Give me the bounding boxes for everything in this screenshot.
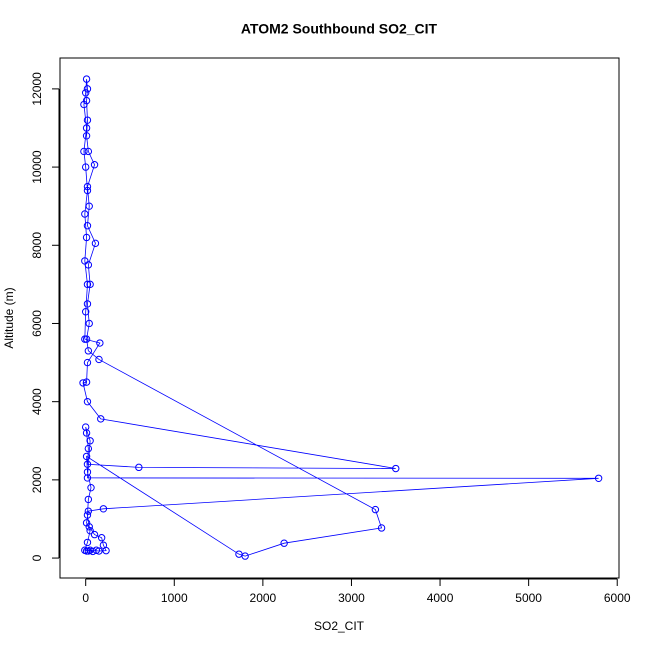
data-point — [84, 444, 93, 453]
data-line — [82, 79, 599, 557]
data-point — [83, 460, 92, 468]
data-point — [81, 163, 90, 171]
data-point — [87, 483, 95, 492]
data-point — [84, 495, 93, 504]
data-point — [392, 464, 400, 473]
data-point — [81, 546, 89, 554]
data-point — [377, 524, 386, 532]
data-point — [81, 257, 89, 265]
y-tick-label: 8000 — [30, 232, 44, 259]
data-point — [82, 124, 91, 132]
data-point — [91, 239, 100, 248]
data-point — [280, 539, 288, 547]
data-point — [82, 75, 91, 83]
data-point — [83, 182, 92, 191]
data-point — [81, 210, 89, 218]
data-point — [84, 347, 93, 355]
data-point — [241, 552, 249, 560]
data-point — [82, 233, 91, 242]
data-point — [99, 505, 108, 513]
data-point — [86, 526, 94, 535]
x-tick-label: 5000 — [515, 591, 542, 605]
data-point — [82, 378, 91, 386]
data-point — [82, 132, 91, 140]
data-point — [84, 507, 93, 515]
data-point — [83, 280, 92, 289]
data-point — [90, 161, 99, 169]
data-point — [83, 85, 92, 93]
y-tick-label: 4000 — [30, 388, 44, 415]
data-point — [95, 355, 103, 364]
data-point — [82, 519, 91, 527]
data-point — [81, 89, 90, 97]
x-axis-label: SO2_CIT — [314, 619, 365, 633]
data-point — [86, 437, 94, 445]
data-point — [371, 505, 380, 514]
data-point — [83, 468, 92, 476]
y-tick-label: 12000 — [30, 72, 44, 106]
data-point — [89, 547, 97, 556]
y-tick-label: 2000 — [30, 466, 44, 493]
data-point — [81, 335, 89, 343]
data-point — [85, 319, 93, 328]
data-point — [97, 534, 106, 542]
data-point — [86, 280, 94, 289]
x-tick-label: 2000 — [250, 591, 277, 605]
data-point — [83, 538, 92, 547]
data-point — [594, 474, 603, 483]
data-point — [83, 474, 92, 482]
data-point — [83, 222, 92, 230]
plot-frame — [59, 57, 620, 579]
data-point — [83, 511, 92, 519]
data-point — [85, 202, 93, 210]
x-tick-label: 1000 — [161, 591, 188, 605]
data-point — [83, 186, 92, 195]
data-point — [90, 530, 99, 539]
y-tick-label: 10000 — [30, 150, 44, 184]
x-tick-label: 6000 — [604, 591, 631, 605]
data-point — [84, 547, 93, 555]
data-point — [83, 300, 92, 308]
data-point — [80, 147, 88, 156]
data-point — [83, 397, 92, 406]
y-axis-label: Altitude (m) — [2, 287, 16, 348]
x-tick-label: 4000 — [427, 591, 454, 605]
data-point — [135, 463, 143, 472]
chart-title: ATOM2 Southbound SO2_CIT — [241, 21, 438, 37]
data-point — [96, 339, 104, 347]
y-tick-label: 6000 — [30, 310, 44, 337]
data-point — [83, 116, 92, 124]
data-point — [83, 358, 92, 367]
data-point — [81, 308, 90, 316]
data-point — [81, 423, 90, 431]
x-tick-label: 0 — [82, 591, 89, 605]
data-point — [79, 379, 87, 387]
data-point — [99, 541, 108, 549]
data-point — [84, 147, 93, 156]
x-tick-label: 3000 — [338, 591, 365, 605]
data-point — [80, 100, 88, 109]
data-point — [97, 415, 105, 423]
data-point — [92, 546, 101, 554]
y-tick-label: 0 — [30, 554, 44, 561]
data-point — [82, 452, 91, 461]
